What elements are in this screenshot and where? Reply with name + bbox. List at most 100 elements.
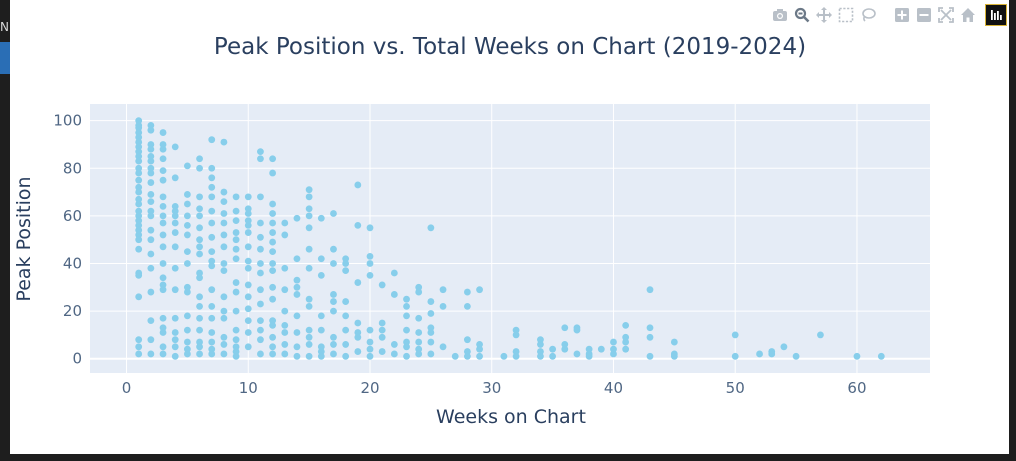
data-point[interactable] <box>147 157 155 165</box>
data-point[interactable] <box>257 245 264 253</box>
data-point[interactable] <box>183 312 191 320</box>
data-point[interactable] <box>183 248 191 255</box>
data-point[interactable] <box>159 219 167 227</box>
data-point[interactable] <box>330 245 337 253</box>
data-point[interactable] <box>159 231 167 239</box>
data-point[interactable] <box>135 336 143 344</box>
data-point[interactable] <box>147 264 155 272</box>
data-point[interactable] <box>232 326 240 334</box>
data-point[interactable] <box>561 324 569 332</box>
data-point[interactable] <box>342 326 350 334</box>
data-point[interactable] <box>597 345 605 353</box>
data-point[interactable] <box>183 231 191 239</box>
data-point[interactable] <box>147 169 155 177</box>
data-point[interactable] <box>792 352 800 360</box>
data-point[interactable] <box>366 345 374 353</box>
data-point[interactable] <box>232 255 240 263</box>
data-point[interactable] <box>147 212 155 220</box>
data-point[interactable] <box>293 214 301 222</box>
data-point[interactable] <box>756 350 763 358</box>
data-point[interactable] <box>159 176 167 184</box>
data-point[interactable] <box>317 352 325 360</box>
data-point[interactable] <box>269 229 277 236</box>
zoom-icon[interactable] <box>791 4 813 26</box>
data-point[interactable] <box>135 129 143 136</box>
data-point[interactable] <box>549 345 557 353</box>
data-point[interactable] <box>135 164 143 172</box>
data-point[interactable] <box>171 202 179 210</box>
data-point[interactable] <box>220 260 228 267</box>
data-point[interactable] <box>390 291 398 298</box>
data-point[interactable] <box>232 193 240 201</box>
data-point[interactable] <box>196 193 203 201</box>
data-point[interactable] <box>427 298 435 305</box>
data-point[interactable] <box>305 224 313 232</box>
data-point[interactable] <box>135 207 143 215</box>
data-point[interactable] <box>208 207 216 215</box>
data-point[interactable] <box>269 210 277 217</box>
data-point[interactable] <box>427 324 435 332</box>
data-point[interactable] <box>427 310 435 317</box>
data-point[interactable] <box>135 157 143 165</box>
data-point[interactable] <box>220 350 228 358</box>
data-point[interactable] <box>159 212 167 220</box>
data-point[interactable] <box>159 155 167 163</box>
data-point[interactable] <box>232 348 240 355</box>
data-point[interactable] <box>208 164 216 172</box>
data-point[interactable] <box>257 219 264 227</box>
data-point[interactable] <box>378 348 386 355</box>
data-point[interactable] <box>463 348 471 355</box>
data-point[interactable] <box>305 193 313 201</box>
data-point[interactable] <box>232 207 240 215</box>
data-point[interactable] <box>196 350 203 358</box>
data-point[interactable] <box>537 352 544 360</box>
data-point[interactable] <box>183 200 191 208</box>
data-point[interactable] <box>196 164 203 172</box>
data-point[interactable] <box>281 321 289 329</box>
data-point[interactable] <box>269 267 277 275</box>
data-point[interactable] <box>317 326 325 334</box>
data-point[interactable] <box>135 183 143 191</box>
data-point[interactable] <box>208 329 216 336</box>
data-point[interactable] <box>330 210 337 217</box>
data-point[interactable] <box>135 169 143 177</box>
data-point[interactable] <box>476 345 483 353</box>
data-point[interactable] <box>257 326 264 334</box>
data-point[interactable] <box>257 148 264 156</box>
data-point[interactable] <box>317 271 325 279</box>
data-point[interactable] <box>147 191 155 198</box>
data-point[interactable] <box>147 179 155 186</box>
data-point[interactable] <box>269 350 277 358</box>
data-point[interactable] <box>342 255 350 263</box>
data-point[interactable] <box>135 143 143 151</box>
data-point[interactable] <box>220 198 228 206</box>
data-point[interactable] <box>135 117 143 125</box>
data-point[interactable] <box>415 314 423 322</box>
data-point[interactable] <box>415 345 423 353</box>
data-point[interactable] <box>171 329 179 336</box>
data-point[interactable] <box>159 350 167 358</box>
data-point[interactable] <box>293 329 301 336</box>
data-point[interactable] <box>585 352 593 360</box>
data-point[interactable] <box>415 329 423 336</box>
data-point[interactable] <box>281 219 289 227</box>
data-point[interactable] <box>354 333 362 341</box>
data-point[interactable] <box>305 264 313 272</box>
autoscale-icon[interactable] <box>935 4 957 26</box>
data-point[interactable] <box>196 302 203 310</box>
data-point[interactable] <box>537 336 544 344</box>
data-point[interactable] <box>147 288 155 296</box>
data-point[interactable] <box>208 193 216 201</box>
data-point[interactable] <box>135 176 143 184</box>
data-point[interactable] <box>269 248 277 255</box>
data-point[interactable] <box>257 269 264 277</box>
data-point[interactable] <box>196 243 203 251</box>
data-point[interactable] <box>196 314 203 322</box>
data-point[interactable] <box>330 307 337 315</box>
data-point[interactable] <box>244 317 252 325</box>
data-point[interactable] <box>330 333 337 341</box>
data-point[interactable] <box>159 141 167 148</box>
data-point[interactable] <box>403 343 410 351</box>
data-point[interactable] <box>269 333 277 341</box>
data-point[interactable] <box>135 195 143 203</box>
